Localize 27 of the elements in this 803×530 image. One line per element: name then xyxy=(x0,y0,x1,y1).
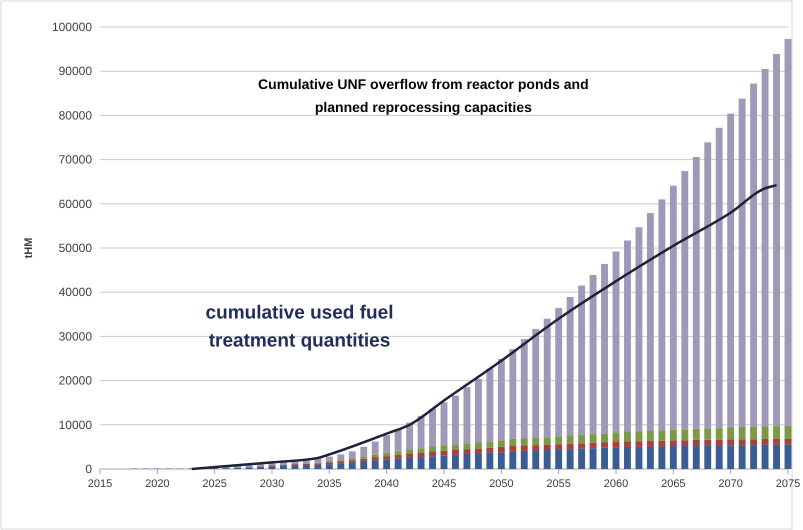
y-axis-title: tHM xyxy=(23,238,35,258)
y-tick-label: 50000 xyxy=(58,241,92,255)
x-tick-label: 2030 xyxy=(260,478,284,490)
x-tick-label: 2065 xyxy=(661,478,686,490)
x-tick-label: 2015 xyxy=(88,478,112,490)
y-tick-label: 30000 xyxy=(58,329,92,344)
annotation: Cumulative UNF overflow from reactor ponds and planned reprocessing capacities xyxy=(258,76,589,115)
y-tick-label: 0 xyxy=(85,462,92,476)
x-tick-label: 2055 xyxy=(546,478,571,490)
x-tick-label: 2075 xyxy=(776,478,800,490)
y-tick-label: 60000 xyxy=(58,196,92,211)
x-tick-label: 2040 xyxy=(374,478,399,490)
x-tick-label: 2020 xyxy=(145,478,170,490)
y-tick-label: 10000 xyxy=(58,418,92,432)
y-tick-label: 40000 xyxy=(58,285,92,300)
x-tick-label: 2035 xyxy=(317,478,342,490)
x-tick-label: 2070 xyxy=(718,478,743,490)
x-tick-label: 2050 xyxy=(489,478,514,490)
y-tick-label: 80000 xyxy=(58,108,92,122)
x-tick-label: 2025 xyxy=(202,478,227,490)
annotation: cumulative used fuel treatment quantities xyxy=(206,302,394,352)
y-tick-label: 70000 xyxy=(58,152,92,167)
y-tick-label: 100000 xyxy=(52,20,92,34)
y-tick-label: 20000 xyxy=(58,374,92,388)
x-tick-label: 2060 xyxy=(604,478,628,490)
x-tick-label: 2045 xyxy=(432,478,456,490)
y-tick-label: 90000 xyxy=(58,64,92,78)
